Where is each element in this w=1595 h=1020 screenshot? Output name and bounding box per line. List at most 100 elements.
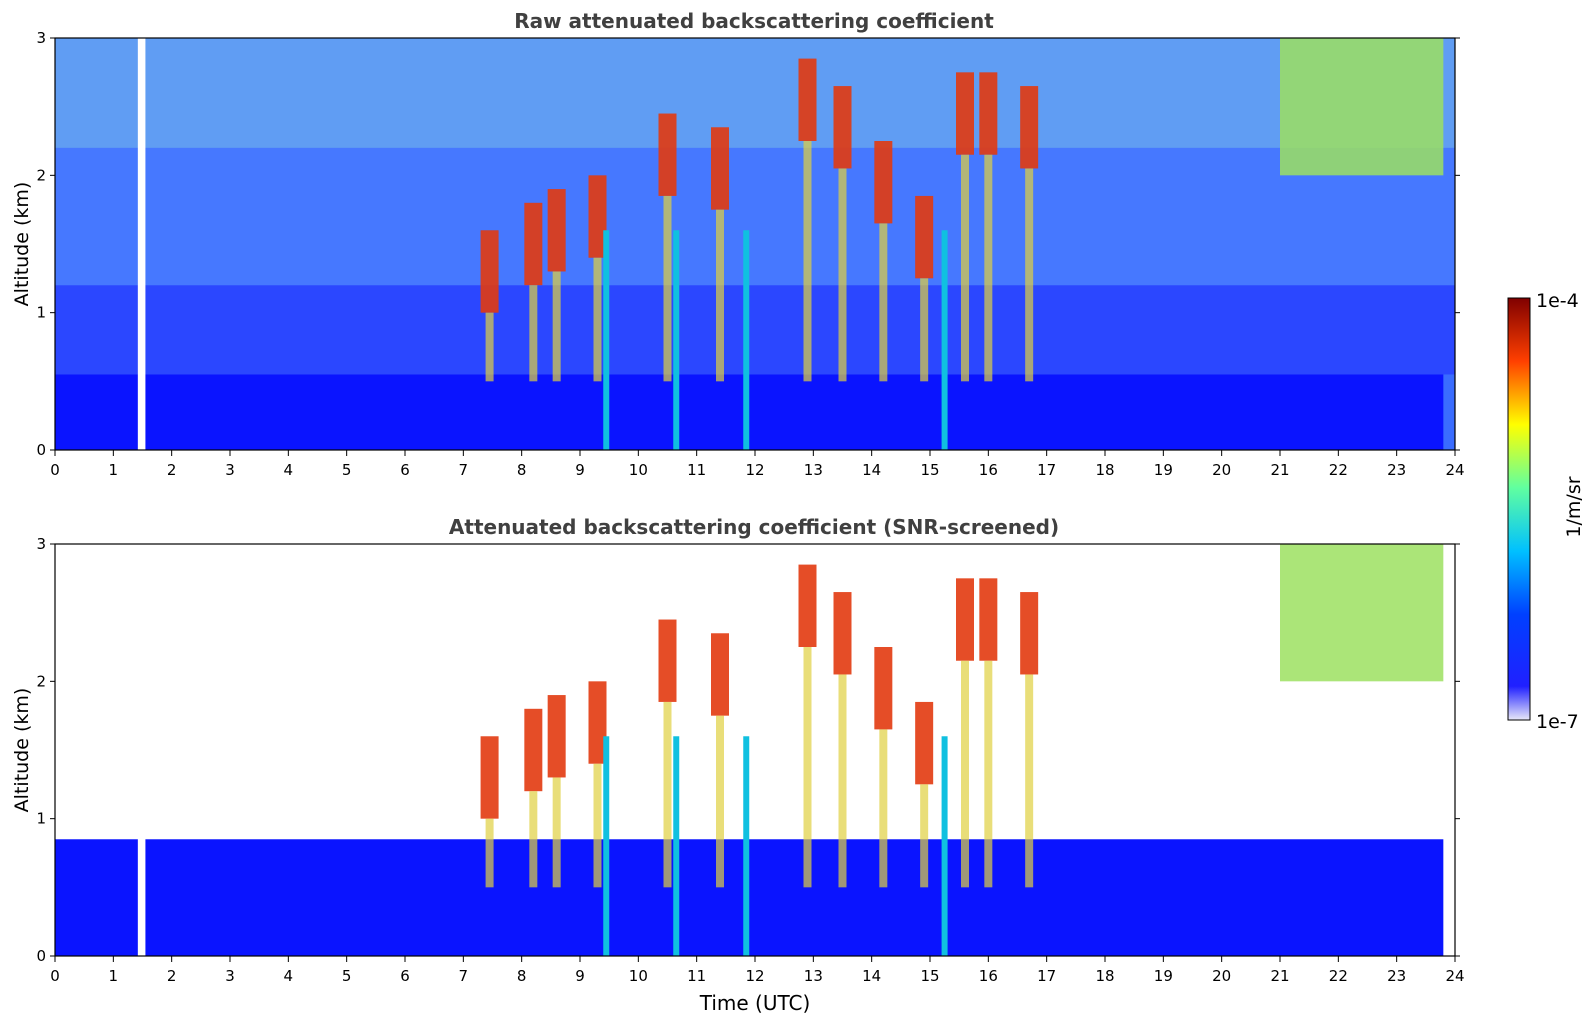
cloud-patch [956,578,974,661]
colorbar-gradient [1507,297,1531,721]
y-tick-label: 2 [36,672,46,690]
y-axis-label: Altitude (km) [11,688,33,813]
x-tick-label: 1 [109,967,119,985]
colorbar-max-label: 1e-4 [1536,290,1579,312]
x-tick-label: 12 [745,967,764,985]
cloud-virga [663,701,672,888]
x-tick-label: 0 [50,967,60,985]
cloud-patch [956,72,974,155]
precip-streak [941,736,948,956]
y-axis: 0 1 2 3 [36,535,1460,965]
x-tick-label: 10 [629,967,648,985]
x-tick-label: 3 [225,461,235,479]
cloud-virga [716,209,724,382]
x-tick-label: 13 [804,967,823,985]
x-tick-label: 19 [1154,461,1173,479]
cloud-patch [1020,86,1039,169]
cloud-virga [984,154,993,382]
x-axis: 0 1 2 3 4 5 6 7 8 9 10 11 12 13 14 15 16 17 18 19 20 21 22 23 24 [50,450,1465,479]
cloud-patch [874,647,893,730]
x-tick-label: 0 [50,461,60,479]
x-tick-label: 22 [1329,461,1348,479]
x-tick-label: 7 [459,461,469,479]
cloud-virga [716,715,724,888]
data-gap [137,544,146,956]
precip-streak [673,736,680,956]
precip-streak [603,736,610,956]
cloud-virga [838,674,847,888]
cloud-patch [547,189,566,272]
x-tick-label: 23 [1387,967,1406,985]
x-tick-label: 11 [687,461,706,479]
cloud-patch [480,736,499,819]
cloud-virga [552,777,561,888]
cloud-virga [961,660,969,888]
x-tick-label: 20 [1212,967,1231,985]
cloud-patch [711,127,729,210]
y-tick-label: 3 [36,535,46,553]
precip-streak [673,230,680,450]
cloud-patch [798,58,817,141]
x-tick-label: 14 [862,967,881,985]
x-tick-label: 2 [167,967,177,985]
y-axis-label: Altitude (km) [11,182,33,307]
cloud-virga [920,278,929,382]
raw-backscatter-panel: Raw attenuated backscattering coefficien… [11,9,1465,479]
cloud-patch [798,564,817,647]
cloud-patch [833,86,852,169]
y-tick-label: 3 [36,29,46,47]
cloud-virga [485,312,494,382]
cloud-patch [588,681,607,764]
cloud-virga [529,285,538,382]
panel-title: Attenuated backscattering coefficient (S… [449,515,1059,539]
x-tick-label: 8 [517,967,527,985]
x-tick-label: 24 [1445,967,1464,985]
cloud-virga [984,660,993,888]
colorbar-min-label: 1e-7 [1536,711,1579,733]
cirrus-layer [1280,544,1444,682]
x-axis-label: Time (UTC) [699,991,811,1015]
x-tick-label: 18 [1095,461,1114,479]
cloud-virga [485,818,494,888]
cloud-patch [1020,592,1039,675]
data-gap [137,38,146,450]
cloud-patch [874,141,893,224]
precip-streak [743,736,750,956]
cloud-patch [524,202,543,286]
cloud-patch [658,113,677,196]
colorbar: 1e-4 1e-7 1/m/sr [1507,290,1585,733]
y-tick-label: 0 [36,947,46,965]
colorbar-unit-label: 1/m/sr [1563,476,1585,537]
x-tick-label: 12 [745,461,764,479]
cloud-virga [879,729,888,888]
x-tick-label: 15 [920,967,939,985]
x-tick-label: 17 [1037,461,1056,479]
x-tick-label: 16 [979,967,998,985]
noise-band [55,38,1455,148]
x-tick-label: 11 [687,967,706,985]
y-tick-label: 0 [36,441,46,459]
precip-streak [603,230,610,450]
x-tick-label: 4 [284,967,294,985]
x-tick-label: 2 [167,461,177,479]
cloud-virga [879,223,888,382]
plot-area [55,38,1455,450]
x-tick-label: 21 [1270,967,1289,985]
x-tick-label: 7 [459,967,469,985]
cloud-virga [552,271,561,382]
cloud-patch [833,592,852,675]
cloud-virga [961,154,969,382]
x-tick-label: 9 [575,461,585,479]
y-axis: 0 1 2 3 [36,29,1460,459]
x-tick-label: 17 [1037,967,1056,985]
cloud-virga [593,763,602,888]
cloud-virga [803,141,812,382]
x-tick-label: 6 [400,967,410,985]
x-tick-label: 15 [920,461,939,479]
cloud-patch [547,695,566,778]
x-tick-label: 10 [629,461,648,479]
cloud-virga [593,257,602,382]
cloud-patch [915,195,934,279]
cloud-patch [588,175,607,258]
